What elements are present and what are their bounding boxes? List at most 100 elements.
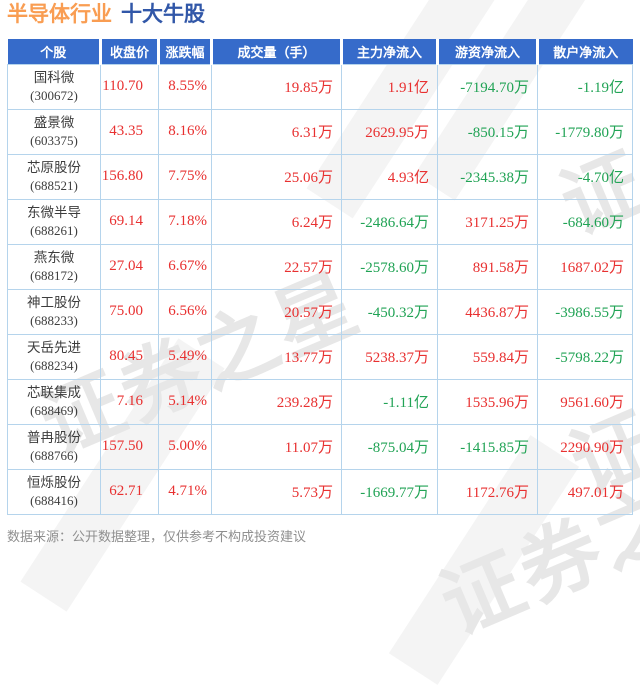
value-cell: 22.57万 — [211, 243, 342, 290]
stock-name: 芯原股份 — [27, 159, 81, 175]
stock-code: (688233) — [30, 312, 78, 328]
stock-cell: 东微半导 (688261) — [7, 198, 101, 245]
page: 半导体行业 十大牛股 个股 收盘价 涨跌幅 成交量（手） 主力净流入 游资净流入 … — [7, 3, 633, 544]
table-row: 神工股份 (688233) 75.00 6.56% 20.57万 -450.32万 4436… — [7, 288, 633, 335]
value-cell: 20.57万 — [211, 288, 342, 335]
stock-cell: 国科微 (300672) — [7, 63, 101, 110]
value-cell: 4436.87万 — [437, 288, 538, 335]
stock-cell: 盛景微 (603375) — [7, 108, 101, 155]
value-cell: 6.56% — [158, 288, 212, 335]
value-cell: 5.49% — [158, 333, 212, 380]
stock-cell: 天岳先进 (688234) — [7, 333, 101, 380]
col-header-retail-inflow: 散户净流入 — [536, 39, 633, 64]
value-cell: 2290.90万 — [537, 423, 633, 470]
table-row: 盛景微 (603375) 43.35 8.16% 6.31万 2629.95万 -850.1… — [7, 108, 633, 155]
title-suffix: 十大牛股 — [121, 3, 205, 26]
col-header-hotmoney-inflow: 游资净流入 — [436, 39, 539, 64]
table-row: 天岳先进 (688234) 80.45 5.49% 13.77万 5238.37万 559.… — [7, 333, 633, 380]
table-row: 芯原股份 (688521) 156.80 7.75% 25.06万 4.93亿 -2345.… — [7, 153, 633, 200]
value-cell: 13.77万 — [211, 333, 342, 380]
value-cell: 4.93亿 — [341, 153, 438, 200]
value-cell: 5.14% — [158, 378, 212, 425]
table-row: 燕东微 (688172) 27.04 6.67% 22.57万 -2578.60万 891.… — [7, 243, 633, 290]
value-cell: 4.71% — [158, 468, 212, 515]
value-cell: 6.31万 — [211, 108, 342, 155]
value-cell: 25.06万 — [211, 153, 342, 200]
table-header-row: 个股 收盘价 涨跌幅 成交量（手） 主力净流入 游资净流入 散户净流入 — [7, 39, 633, 64]
stock-code: (300672) — [30, 87, 78, 103]
value-cell: -2345.38万 — [437, 153, 538, 200]
table-row: 普冉股份 (688766) 157.50 5.00% 11.07万 -875.04万 -14… — [7, 423, 633, 470]
col-header-volume: 成交量（手） — [210, 39, 343, 64]
value-cell: 8.16% — [158, 108, 212, 155]
stock-cell: 芯原股份 (688521) — [7, 153, 101, 200]
value-cell: 27.04 — [100, 243, 159, 290]
value-cell: 5.73万 — [211, 468, 342, 515]
stock-name: 天岳先进 — [27, 339, 81, 355]
value-cell: -1415.85万 — [437, 423, 538, 470]
table-row: 东微半导 (688261) 69.14 7.18% 6.24万 -2486.64万 3171… — [7, 198, 633, 245]
value-cell: 43.35 — [100, 108, 159, 155]
value-cell: -1779.80万 — [537, 108, 633, 155]
stock-code: (688521) — [30, 177, 78, 193]
stock-name: 东微半导 — [27, 204, 81, 220]
value-cell: 75.00 — [100, 288, 159, 335]
stock-code: (688261) — [30, 222, 78, 238]
value-cell: -450.32万 — [341, 288, 438, 335]
stock-name: 神工股份 — [27, 294, 81, 310]
col-header-close: 收盘价 — [99, 39, 160, 64]
stock-code: (688416) — [30, 492, 78, 508]
value-cell: 1172.76万 — [437, 468, 538, 515]
col-header-change: 涨跌幅 — [157, 39, 213, 64]
value-cell: 891.58万 — [437, 243, 538, 290]
value-cell: 19.85万 — [211, 63, 342, 110]
stock-cell: 恒烁股份 (688416) — [7, 468, 101, 515]
value-cell: 8.55% — [158, 63, 212, 110]
stock-cell: 芯联集成 (688469) — [7, 378, 101, 425]
value-cell: 5.00% — [158, 423, 212, 470]
value-cell: 497.01万 — [537, 468, 633, 515]
stock-code: (688234) — [30, 357, 78, 373]
value-cell: 7.18% — [158, 198, 212, 245]
value-cell: -2486.64万 — [341, 198, 438, 245]
value-cell: 3171.25万 — [437, 198, 538, 245]
value-cell: 1.91亿 — [341, 63, 438, 110]
value-cell: -1.11亿 — [341, 378, 438, 425]
value-cell: 7.16 — [100, 378, 159, 425]
value-cell: 157.50 — [100, 423, 159, 470]
value-cell: -850.15万 — [437, 108, 538, 155]
value-cell: 11.07万 — [211, 423, 342, 470]
stock-name: 盛景微 — [33, 114, 75, 130]
value-cell: -1.19亿 — [537, 63, 633, 110]
value-cell: -3986.55万 — [537, 288, 633, 335]
value-cell: 559.84万 — [437, 333, 538, 380]
value-cell: 2629.95万 — [341, 108, 438, 155]
value-cell: -2578.60万 — [341, 243, 438, 290]
stock-code: (688766) — [30, 447, 78, 463]
value-cell: -875.04万 — [341, 423, 438, 470]
page-title: 半导体行业 十大牛股 — [7, 3, 205, 27]
value-cell: 69.14 — [100, 198, 159, 245]
col-header-main-inflow: 主力净流入 — [340, 39, 439, 64]
value-cell: 6.67% — [158, 243, 212, 290]
value-cell: 110.70 — [100, 63, 159, 110]
value-cell: 9561.60万 — [537, 378, 633, 425]
stock-code: (688172) — [30, 267, 78, 283]
col-header-stock: 个股 — [7, 39, 102, 64]
stock-name: 普冉股份 — [27, 429, 81, 445]
value-cell: -1669.77万 — [341, 468, 438, 515]
value-cell: 7.75% — [158, 153, 212, 200]
value-cell: 239.28万 — [211, 378, 342, 425]
table-row: 芯联集成 (688469) 7.16 5.14% 239.28万 -1.11亿 1535.9… — [7, 378, 633, 425]
footer-disclaimer: 数据来源：公开数据整理，仅供参考不构成投资建议 — [7, 529, 307, 544]
stock-cell: 燕东微 (688172) — [7, 243, 101, 290]
stock-name: 燕东微 — [33, 249, 75, 265]
value-cell: -7194.70万 — [437, 63, 538, 110]
stock-cell: 神工股份 (688233) — [7, 288, 101, 335]
value-cell: 1687.02万 — [537, 243, 633, 290]
value-cell: -684.60万 — [537, 198, 633, 245]
stock-name: 国科微 — [33, 69, 75, 85]
stock-name: 芯联集成 — [27, 384, 81, 400]
stock-name: 恒烁股份 — [27, 474, 81, 490]
value-cell: 62.71 — [100, 468, 159, 515]
